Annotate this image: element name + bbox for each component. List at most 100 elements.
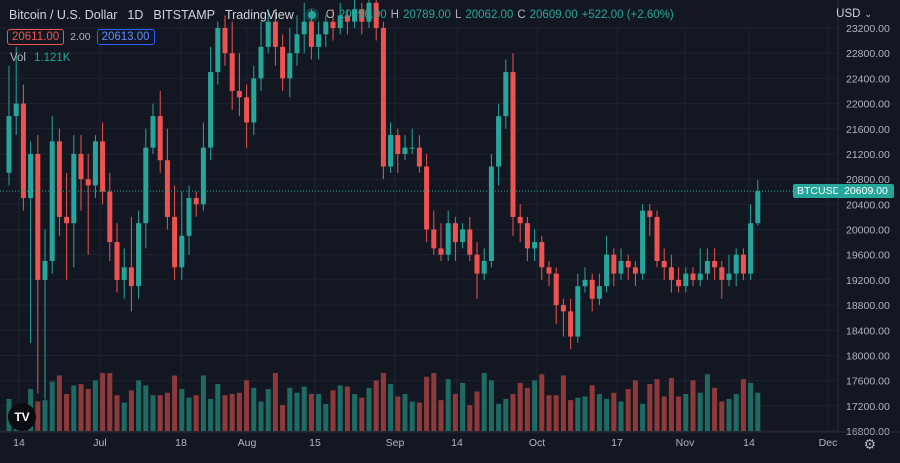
volume-bar — [280, 405, 286, 431]
volume-bar — [272, 373, 278, 431]
candle-body — [272, 21, 278, 47]
volume-bar — [380, 373, 386, 431]
price-tick-label: 18800.00 — [846, 300, 890, 312]
candle — [755, 179, 761, 226]
currency-label: USD — [836, 8, 861, 20]
volume-bar — [510, 393, 516, 431]
candle — [107, 172, 113, 261]
candle-body — [690, 273, 696, 280]
volume-bar — [632, 380, 638, 431]
volume-bar — [200, 375, 206, 431]
candle — [64, 172, 70, 280]
candle — [632, 260, 638, 287]
currency-selector[interactable]: USD ⌄ — [836, 8, 872, 20]
candle-body — [395, 135, 401, 154]
buy-button[interactable]: 20613.00 — [96, 29, 155, 45]
candle-body — [143, 147, 149, 224]
candle-body — [366, 2, 372, 22]
candle-body — [452, 223, 458, 243]
candle — [186, 185, 192, 255]
candle — [445, 210, 451, 261]
volume-bar — [589, 385, 595, 431]
candle — [704, 248, 710, 280]
candle-body — [697, 273, 703, 280]
candle-body — [467, 229, 473, 255]
high-label: H — [390, 9, 399, 21]
candle — [280, 34, 286, 91]
candle-body — [647, 210, 653, 217]
volume-bar — [668, 377, 674, 431]
candle — [265, 9, 271, 54]
volume-bar — [287, 387, 293, 431]
candle-body — [49, 141, 55, 261]
time-axis[interactable]: 14 Jul 18 Aug 15 Sep 14 Oct 17 Nov 14 Dec — [0, 431, 900, 449]
candle — [251, 65, 257, 136]
gear-icon[interactable]: ⚙ — [863, 436, 876, 452]
candle-body — [582, 279, 588, 287]
volume-bar — [568, 400, 574, 431]
candle — [683, 267, 689, 293]
high-value: 20789.00 — [402, 9, 451, 21]
candle — [546, 260, 552, 287]
candle-body — [524, 223, 530, 249]
interval-label[interactable]: 1D — [127, 8, 144, 22]
sell-button[interactable]: 20611.00 — [7, 29, 65, 45]
candle — [143, 128, 149, 249]
price-tick-label: 19600.00 — [846, 250, 890, 262]
time-tick-label: 14 — [451, 437, 463, 449]
tradingview-logo-icon[interactable]: TV — [8, 403, 36, 431]
volume-bar — [488, 380, 494, 431]
candle — [524, 216, 530, 261]
candle-body — [107, 191, 113, 243]
volume-bar — [712, 387, 718, 431]
candle — [157, 90, 163, 173]
candle — [582, 267, 588, 293]
candle-body — [157, 116, 163, 161]
volume-bar — [308, 393, 314, 431]
candle-body — [460, 229, 466, 243]
candle — [71, 135, 77, 268]
volume-bar — [654, 379, 660, 431]
close-label: C — [517, 9, 526, 21]
volume-legend[interactable]: Vol 1.121K — [10, 52, 70, 64]
candle-body — [236, 90, 242, 98]
candle-body — [589, 279, 595, 299]
volume-bar — [683, 393, 689, 431]
volume-bar — [222, 395, 228, 431]
volume-bars — [6, 373, 761, 431]
candle — [467, 216, 473, 261]
price-tick-label: 17200.00 — [846, 401, 890, 413]
candle-body — [618, 260, 624, 274]
candle-body — [172, 216, 178, 268]
volume-bar — [78, 384, 84, 431]
price-tick-label: 20000.00 — [846, 225, 890, 237]
ohlc-values: O 20096.00 H 20789.00 L 20062.00 C 20609.00 … — [326, 9, 674, 21]
volume-bar — [416, 402, 422, 431]
market-status-icon[interactable] — [307, 11, 316, 19]
volume-bar — [517, 382, 523, 431]
low-value: 20062.00 — [465, 9, 514, 21]
volume-label: Vol — [10, 52, 26, 64]
candle — [330, 9, 336, 41]
candle-body — [121, 267, 127, 280]
candle — [726, 254, 732, 287]
candle-body — [611, 254, 617, 274]
volume-bar — [560, 375, 566, 431]
volume-bar — [733, 393, 739, 431]
volume-bar — [704, 374, 710, 431]
candle — [604, 235, 610, 293]
candle-body — [640, 210, 646, 274]
symbol-title[interactable]: Bitcoin / U.S. Dollar — [9, 8, 118, 22]
volume-bar — [344, 386, 350, 431]
candle — [316, 21, 322, 60]
volume-bar — [438, 400, 444, 431]
candle-body — [359, 9, 365, 22]
symbol-legend[interactable]: Bitcoin / U.S. Dollar 1D BITSTAMP Tradin… — [9, 8, 674, 22]
volume-bar — [474, 391, 480, 431]
price-axis[interactable]: 23200.00 22800.00 22400.00 22000.00 21600.00… — [837, 0, 900, 458]
volume-bar — [352, 393, 358, 431]
volume-bar — [467, 405, 473, 431]
candle — [380, 21, 386, 180]
